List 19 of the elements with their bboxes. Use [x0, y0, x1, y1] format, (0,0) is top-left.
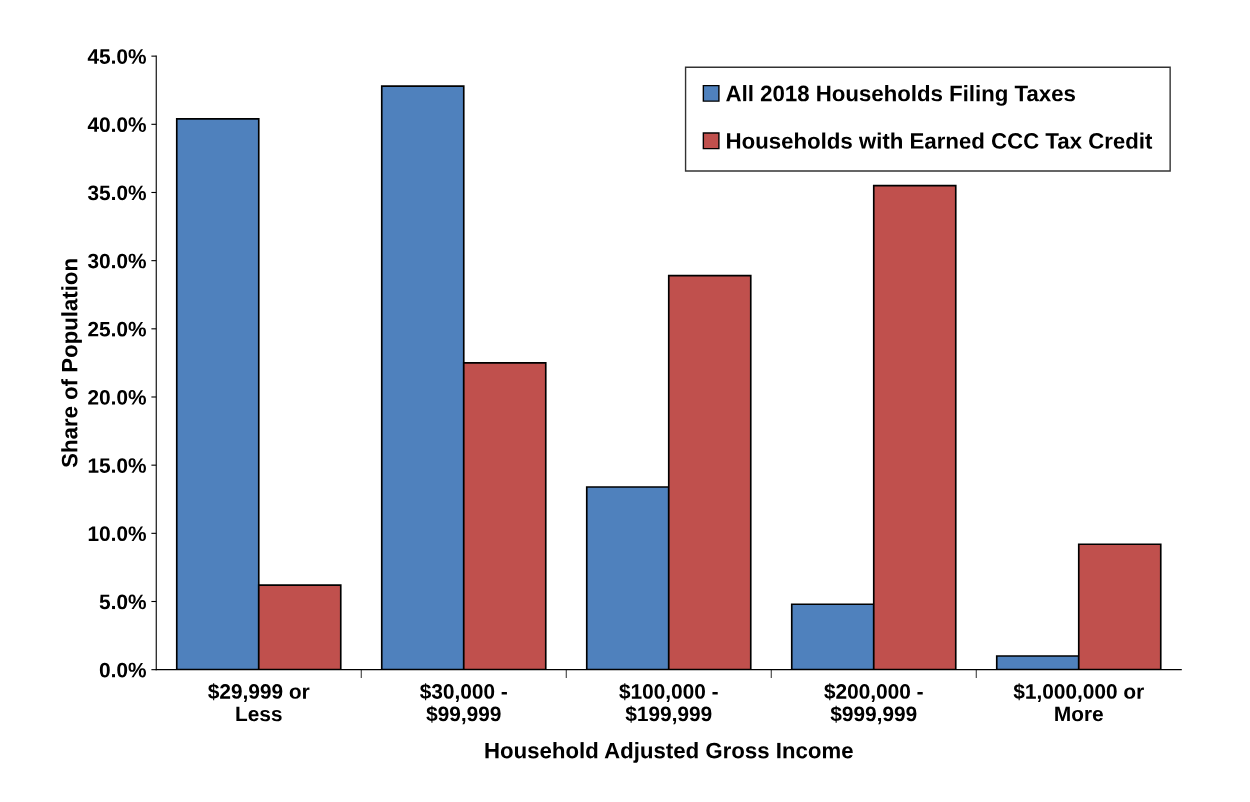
legend-label: Households with Earned CCC Tax Credit [727, 132, 1153, 149]
y-axis-title: Share of Population [61, 259, 82, 468]
x-axis-title: Household Adjusted Gross Income [485, 742, 853, 763]
y-tick-label: 0.0% [99, 662, 146, 678]
y-tick-label: 15.0% [88, 458, 146, 473]
x-tick-label: $200,000 - $999,999 [824, 683, 923, 725]
x-tick-label: $29,999 or Less [208, 683, 310, 722]
y-tick-label: 20.0% [88, 389, 146, 405]
y-tick-label: 40.0% [87, 117, 146, 133]
legend-label: All 2018 Households Filing Taxes [726, 85, 1075, 106]
x-tick-label: $30,000 - $99,999 [420, 683, 507, 725]
y-tick-label: 45.0% [87, 49, 146, 64]
x-tick-label: $100,000 - $199,999 [619, 683, 718, 725]
y-tick-label: 30.0% [87, 253, 146, 269]
y-tick-label: 35.0% [87, 185, 146, 201]
y-tick-label: 5.0% [99, 594, 146, 610]
x-tick-label: $1,000,000 or More [1013, 683, 1144, 722]
y-tick-label: 10.0% [88, 526, 146, 542]
y-tick-label: 25.0% [88, 321, 146, 337]
